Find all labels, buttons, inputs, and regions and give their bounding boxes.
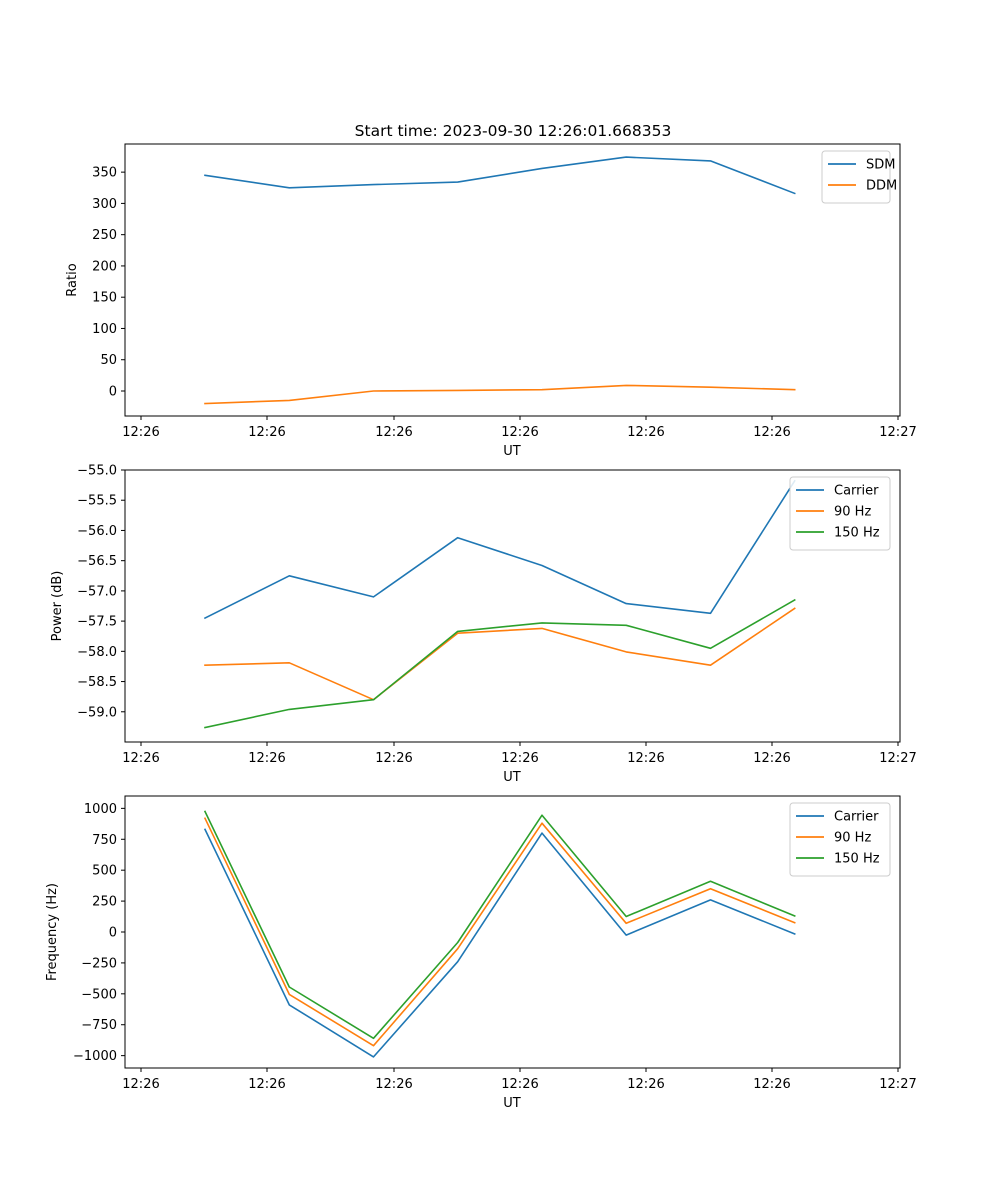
legend-label: SDM [866,158,895,173]
y-tick-label: −1000 [73,1049,117,1064]
series-line-90-hz [204,607,796,701]
y-axis-title: Ratio [65,263,80,296]
x-tick-label: 12:26 [248,751,285,766]
y-tick-label: 750 [92,833,117,848]
legend-label: DDM [866,179,897,194]
x-tick-label: 12:26 [501,425,538,440]
y-tick-label: −55.0 [77,464,117,479]
legend-label: Carrier [834,810,879,825]
figure-title: Start time: 2023-09-30 12:26:01.668353 [355,122,672,140]
y-tick-label: 500 [92,864,117,879]
x-tick-label: 12:26 [375,751,412,766]
series-line-carrier [203,828,796,1058]
y-axis-title: Power (dB) [50,571,65,642]
axes-frame [124,795,901,1069]
series-line-sdm [204,156,796,195]
x-tick-label: 12:26 [753,751,790,766]
axes-frame [124,143,901,417]
x-tick-label: 12:26 [122,751,159,766]
legend-label: 90 Hz [834,505,871,520]
y-tick-label: 0 [109,926,117,941]
chart-1: 12:26 12:26 12:26 12:26 12:26 12:26 12:27 0 50 10… [65,143,917,459]
y-tick-label: −750 [81,1018,117,1033]
y-tick-label: 350 [92,166,117,181]
series-line-150-hz [204,598,796,729]
x-tick-label: 12:26 [122,425,159,440]
y-tick-label: −57.0 [77,584,117,599]
x-tick-label: 12:27 [879,425,916,440]
y-tick-label: 300 [92,197,117,212]
y-axis-title: Frequency (Hz) [45,883,60,981]
legend-label: 90 Hz [834,831,871,846]
x-tick-label: 12:26 [375,1077,412,1092]
legend-label: Carrier [834,484,879,499]
x-tick-label: 12:26 [753,1077,790,1092]
axes-frame [124,469,901,743]
x-tick-label: 12:26 [375,425,412,440]
x-tick-label: 12:26 [248,1077,285,1092]
y-tick-label: −56.5 [77,554,117,569]
x-tick-label: 12:26 [627,751,664,766]
y-tick-label: −55.5 [77,494,117,509]
y-tick-label: 250 [92,895,117,910]
legend-label: 150 Hz [834,852,880,867]
y-tick-label: 50 [100,353,117,368]
x-tick-label: 12:26 [627,425,664,440]
x-axis-title: UT [503,1096,521,1111]
series-line-ddm [204,384,796,405]
series-line-150-hz [203,810,796,1040]
series-line-carrier [203,479,796,620]
y-tick-label: 0 [109,384,117,399]
series-line-90-hz [203,817,796,1047]
y-tick-label: 250 [92,228,117,243]
y-tick-label: 200 [92,259,117,274]
chart-3: 12:26 12:26 12:26 12:26 12:26 12:26 12:27 −1000… [45,795,917,1111]
x-tick-label: 12:26 [122,1077,159,1092]
y-tick-label: −250 [81,956,117,971]
y-tick-label: 1000 [84,802,117,817]
y-tick-label: −58.0 [77,645,117,660]
y-tick-label: −500 [81,987,117,1002]
x-tick-label: 12:26 [501,1077,538,1092]
y-tick-label: 150 [92,291,117,306]
y-tick-label: −56.0 [77,524,117,539]
y-tick-label: −59.0 [77,705,117,720]
legend-label: 150 Hz [834,526,880,541]
y-tick-label: −57.5 [77,615,117,630]
chart-2: 12:26 12:26 12:26 12:26 12:26 12:26 12:27 −59.0… [50,464,917,786]
legend: Carrier 90 Hz 150 Hz [789,802,891,877]
x-tick-label: 12:26 [248,425,285,440]
x-tick-label: 12:26 [501,751,538,766]
x-tick-label: 12:27 [879,751,916,766]
legend: SDM DDM [821,150,897,204]
y-tick-label: 100 [92,322,117,337]
x-axis-title: UT [503,444,521,459]
x-tick-label: 12:27 [879,1077,916,1092]
x-tick-label: 12:26 [627,1077,664,1092]
y-tick-label: −58.5 [77,675,117,690]
x-axis-title: UT [503,770,521,785]
x-tick-label: 12:26 [753,425,790,440]
legend: Carrier 90 Hz 150 Hz [789,476,891,551]
